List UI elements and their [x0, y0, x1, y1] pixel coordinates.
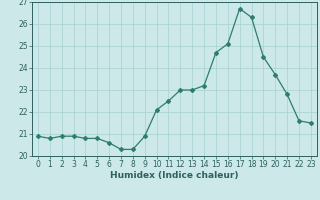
X-axis label: Humidex (Indice chaleur): Humidex (Indice chaleur) [110, 171, 239, 180]
